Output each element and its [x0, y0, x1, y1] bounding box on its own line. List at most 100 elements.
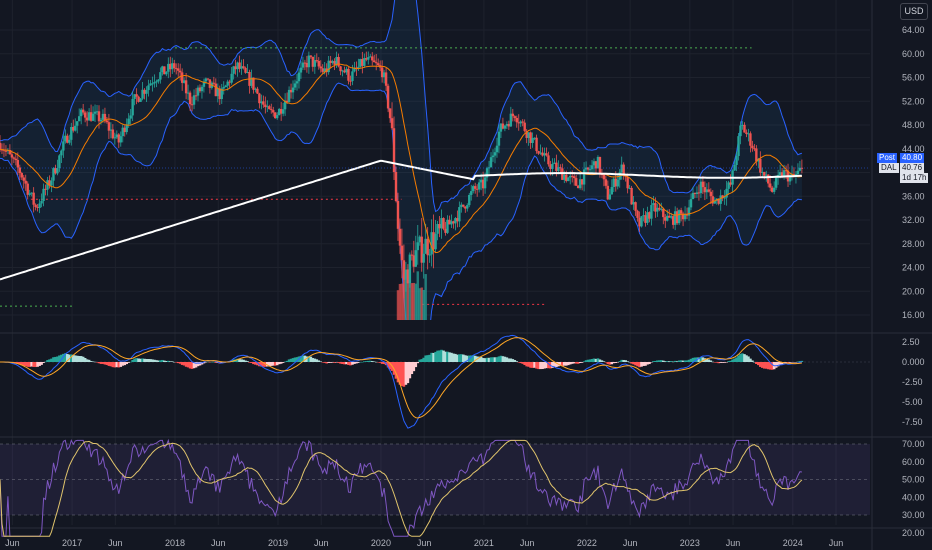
macd-tick-label: -7.50 [902, 417, 923, 427]
volume-bar [510, 321, 512, 331]
volume-bar [611, 321, 613, 331]
volume-bar [729, 325, 731, 331]
macd-histogram-bar [632, 362, 635, 365]
rsi-tick-label: 70.00 [902, 439, 925, 449]
candle-body [236, 62, 239, 70]
volume-bar [551, 325, 553, 331]
volume-bar [708, 321, 710, 331]
volume-bar [454, 325, 456, 331]
volume-bar [17, 322, 19, 331]
candle-body [689, 199, 693, 208]
candle-body [547, 155, 550, 165]
volume-bar [684, 324, 686, 331]
candle-body [317, 60, 320, 67]
volume-bar [341, 321, 343, 331]
volume-bar [234, 324, 236, 331]
macd-histogram-bar [717, 362, 721, 364]
volume-bar [757, 324, 759, 331]
volume-bar [640, 324, 642, 331]
volume-bar [488, 321, 490, 331]
volume-bar [615, 322, 617, 331]
volume-bar [593, 324, 595, 331]
candle-body [416, 242, 419, 251]
volume-bar [583, 323, 585, 331]
macd-histogram-bar [402, 362, 406, 387]
macd-histogram-bar [24, 362, 28, 367]
x-tick-label: Jun [417, 538, 432, 548]
macd-histogram-bar [131, 359, 134, 362]
candle-body [202, 81, 206, 87]
macd-signal-line [0, 337, 802, 419]
candle-body [256, 88, 259, 94]
volume-bar [652, 321, 654, 331]
volume-bar [112, 320, 114, 331]
volume-bar [573, 325, 575, 331]
volume-bar [670, 322, 672, 331]
macd-histogram-bar [491, 357, 495, 362]
moving-average-200 [0, 159, 802, 281]
volume-bar [126, 325, 128, 331]
candle-body [707, 189, 711, 192]
macd-histogram-bar [337, 362, 340, 363]
volume-bar [359, 323, 361, 331]
currency-button[interactable]: USD [900, 3, 928, 20]
candle-body [470, 191, 473, 195]
macd-histogram-bar [687, 359, 691, 362]
candle-body [386, 85, 390, 109]
volume-bar [127, 324, 129, 331]
candle-body [761, 171, 764, 173]
volume-bar [674, 326, 676, 331]
candle-body [553, 162, 556, 164]
volume-bar [579, 323, 581, 331]
candle-body [178, 70, 182, 73]
volume-bar [416, 271, 419, 320]
macd-histogram-bar [155, 360, 158, 362]
macd-histogram-bar [165, 361, 168, 362]
macd-histogram-bar [469, 355, 473, 362]
candle-body [12, 157, 16, 159]
candle-body [677, 210, 681, 224]
volume-bar [62, 323, 64, 331]
macd-histogram-bar [168, 361, 172, 362]
candle-body [727, 182, 730, 189]
candle-body [394, 172, 398, 202]
candle-body [628, 187, 631, 189]
volume-bar [189, 323, 191, 331]
rsi-line [0, 438, 802, 537]
volume-bar [658, 325, 660, 331]
candle-body [763, 171, 766, 176]
macd-histogram-bar [495, 357, 499, 362]
candle-body [335, 56, 338, 65]
volume-bar [539, 325, 541, 331]
volume-bar [656, 325, 658, 331]
macd-histogram-bar [363, 361, 366, 362]
volume-bar [78, 322, 80, 331]
volume-bar [702, 325, 704, 331]
y-tick-label: 56.00 [902, 73, 925, 83]
macd-histogram-bar [616, 362, 620, 363]
candle-body [664, 217, 667, 221]
macd-histogram-bar [465, 355, 469, 362]
macd-histogram-bar [462, 354, 465, 362]
candle-body [18, 167, 21, 174]
candle-body [434, 233, 437, 250]
candle-body [525, 130, 528, 138]
macd-histogram-bar [602, 361, 606, 362]
volume-bar [27, 324, 29, 331]
candle-body [357, 66, 360, 69]
volume-bar [179, 322, 181, 331]
candle-body [755, 148, 758, 162]
macd-histogram-bar [509, 358, 513, 362]
macd-histogram-bar [739, 353, 742, 362]
volume-bar [504, 321, 506, 331]
candle-body [95, 111, 99, 113]
volume-bar [302, 323, 304, 331]
macd-histogram-bar [685, 360, 689, 362]
macd-histogram-bar [349, 362, 352, 366]
volume-bar [607, 325, 609, 331]
macd-histogram-bar [359, 361, 362, 363]
volume-bar [221, 322, 223, 331]
macd-histogram-bar [79, 356, 83, 362]
volume-bar [543, 325, 545, 331]
